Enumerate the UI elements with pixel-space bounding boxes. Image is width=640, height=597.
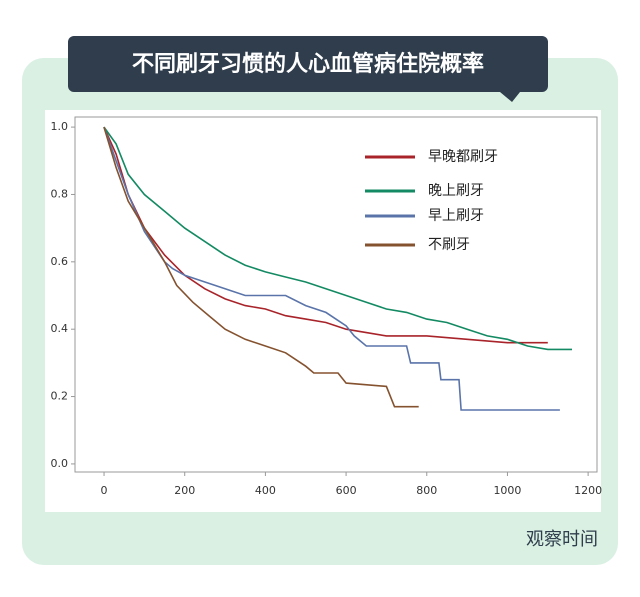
survival-line (103, 126, 572, 351)
y-tick-label: 0.0 (51, 457, 69, 470)
legend-label: 不刷牙 (428, 237, 470, 253)
title-pointer (500, 92, 520, 102)
y-tick-label: 0.8 (51, 187, 69, 200)
x-tick-label: 600 (336, 484, 357, 497)
survival-line (103, 126, 419, 408)
y-tick-label: 0.4 (51, 322, 69, 335)
legend-label: 晚上刷牙 (428, 183, 484, 199)
x-tick-label: 400 (255, 484, 276, 497)
y-tick-label: 0.6 (51, 255, 69, 268)
legend-label: 早晚都刷牙 (428, 149, 498, 165)
legend-label: 早上刷牙 (428, 208, 484, 224)
plot-frame (74, 116, 598, 473)
title-box (68, 36, 548, 92)
x-tick-label: 0 (101, 484, 108, 497)
x-tick-label: 1000 (493, 484, 521, 497)
y-tick-label: 1.0 (51, 120, 69, 133)
x-tick-label: 200 (174, 484, 195, 497)
chart-title: 不同刷牙习惯的人心血管病住院概率 (132, 51, 484, 77)
x-tick-label: 1200 (574, 484, 602, 497)
x-tick-label: 800 (416, 484, 437, 497)
x-axis-label: 观察时间 (526, 529, 598, 550)
y-tick-label: 0.2 (51, 390, 69, 403)
